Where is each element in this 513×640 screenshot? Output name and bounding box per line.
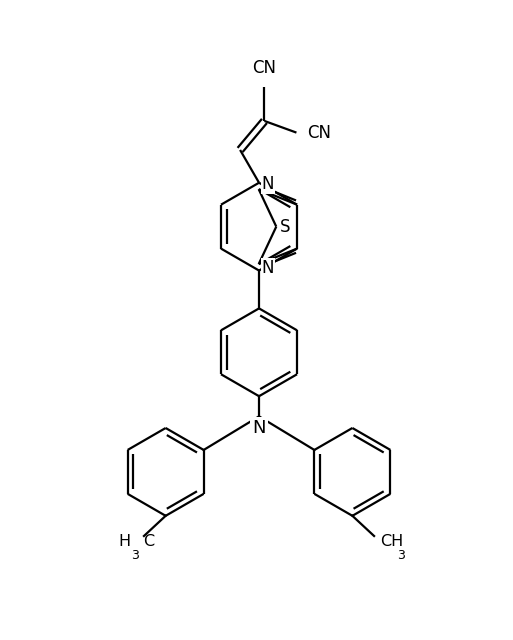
Text: 3: 3 — [398, 548, 405, 562]
Text: N: N — [252, 419, 266, 437]
Text: H: H — [118, 534, 130, 548]
Text: CN: CN — [307, 124, 331, 141]
Text: 3: 3 — [131, 548, 140, 562]
Text: C: C — [143, 534, 154, 548]
Text: N: N — [262, 175, 274, 193]
Text: CH: CH — [380, 534, 403, 548]
Text: N: N — [262, 259, 274, 277]
Text: CN: CN — [252, 59, 277, 77]
Text: S: S — [280, 218, 290, 236]
